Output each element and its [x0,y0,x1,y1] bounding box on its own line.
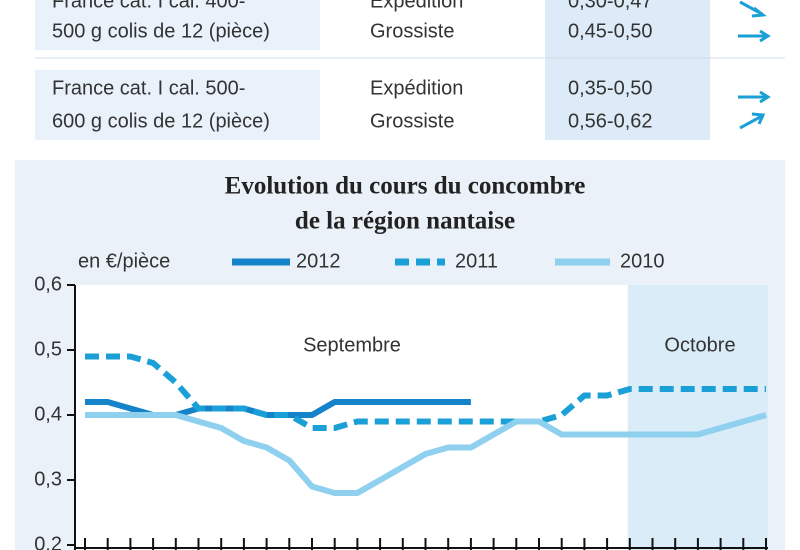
stage-label: Grossiste [370,20,454,42]
product-cell [35,70,320,140]
product-label: 500 g colis de 12 (pièce) [52,20,270,42]
chart-title: de la région nantaise [295,208,515,235]
trend-arrows [738,0,771,130]
y-tick-label: 0,4 [34,403,62,425]
series-line [85,353,766,431]
legend-label: 2010 [620,250,665,272]
price-label: 0,35-0,50 [568,77,653,99]
annotation: Septembre [303,334,401,356]
y-axis-label: en €/pièce [78,250,170,272]
y-tick-label: 0,2 [34,533,62,550]
price-label: 0,30-0,47 [568,0,653,12]
stage-label: Expédition [370,77,463,99]
y-tick-label: 0,6 [34,273,62,295]
y-tick-label: 0,5 [34,338,62,360]
stage-label: Grossiste [370,110,454,132]
legend-label: 2012 [296,250,341,272]
legend-label: 2011 [455,250,498,272]
chart-title: Evolution du cours du concombre [225,173,586,200]
product-label: France cat. I cal. 500- [52,77,245,99]
stage-label: Expédition [370,0,463,12]
series-line [85,412,767,496]
month-shade [627,285,768,550]
price-label: 0,45-0,50 [568,20,653,42]
y-tick-label: 0,3 [34,468,62,490]
price-column [545,0,710,140]
price-label: 0,56-0,62 [568,110,653,132]
annotation: Octobre [664,334,735,356]
product-label: France cat. I cal. 400- [52,0,245,12]
product-label: 600 g colis de 12 (pièce) [52,110,270,132]
product-cell [35,0,320,50]
